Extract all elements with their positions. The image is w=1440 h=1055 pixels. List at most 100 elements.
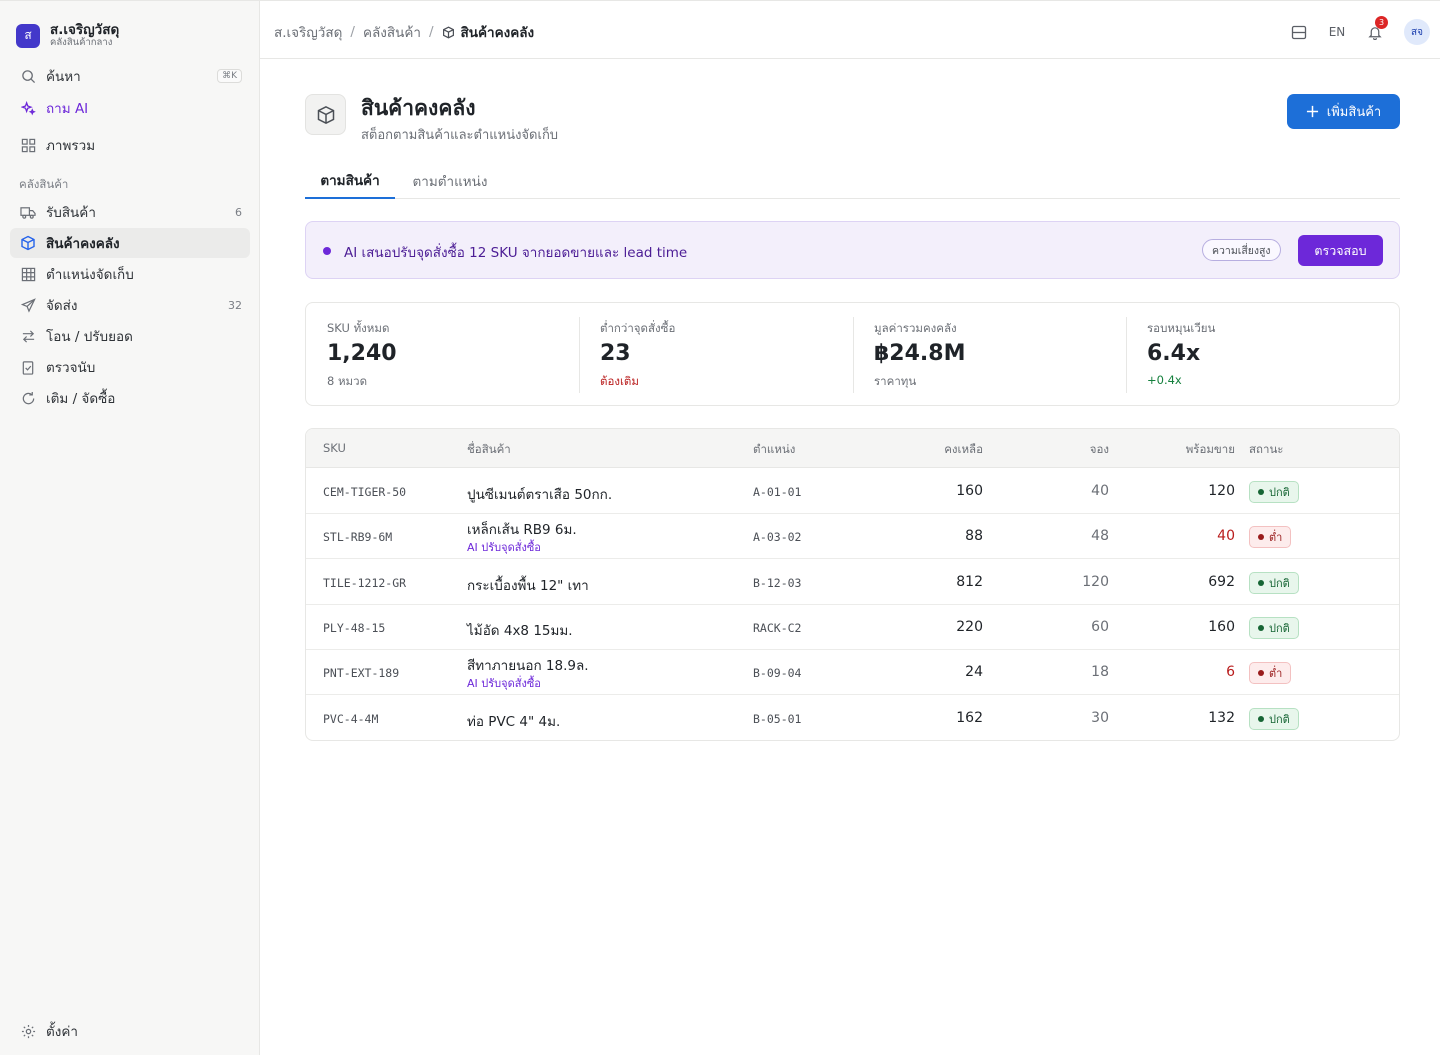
cell-sku: PLY-48-15	[323, 620, 386, 635]
bell-icon	[1368, 26, 1382, 40]
kpi-value: 23	[600, 341, 631, 366]
status-badge: ปกติ	[1249, 571, 1299, 594]
column-header-remaining[interactable]: คงเหลือ	[944, 442, 983, 456]
status-label: ต่ำ	[1269, 531, 1283, 545]
sidebar-item-inventory[interactable]: สินค้าคงคลัง	[10, 228, 250, 258]
clipboard-check-icon	[19, 358, 37, 376]
search-icon	[19, 67, 37, 85]
column-header-name[interactable]: ชื่อสินค้า	[467, 442, 511, 456]
page-icon	[305, 94, 346, 135]
sidebar-item-overview[interactable]: ภาพรวม	[10, 130, 250, 160]
avatar[interactable]: สจ	[1404, 19, 1430, 45]
column-header-sku[interactable]: SKU	[323, 441, 346, 455]
status-badge: ปกติ	[1249, 707, 1299, 730]
sidebar-item-count[interactable]: ตรวจนับ	[10, 352, 250, 382]
table-row[interactable]: PNT-EXT-189 สีทาภายนอก 18.9ล. AI ปรับจุดสั…	[306, 650, 1399, 696]
cell-remaining: 162	[956, 709, 983, 726]
cell-sku: TILE-1212-GR	[323, 575, 407, 590]
review-button[interactable]: ตรวจสอบ	[1298, 235, 1383, 266]
cell-ai-note[interactable]: AI ปรับจุดสั่งซื้อ	[467, 677, 541, 691]
status-dot	[1258, 579, 1264, 586]
ai-indicator-dot	[323, 247, 331, 255]
sidebar-item-count: 32	[228, 298, 242, 312]
table-header: SKU ชื่อสินค้า ตำแหน่ง คงเหลือ จอง พร้อม…	[306, 429, 1399, 468]
search-shortcut: ⌘K	[217, 69, 242, 83]
kpi-turnover: รอบหมุนเวียน 6.4x +0.4x	[1126, 303, 1401, 407]
column-header-status[interactable]: สถานะ	[1249, 442, 1284, 456]
breadcrumb-current: สินค้าคงคลัง	[442, 21, 534, 43]
cell-location: A-03-02	[753, 530, 802, 545]
kpi-value: 6.4x	[1147, 341, 1201, 366]
topbar: ส.เจริญวัสดุ / คลังสินค้า / สินค้าคงคลัง…	[260, 0, 1440, 59]
language-toggle[interactable]: EN	[1328, 25, 1346, 39]
kpi-divider	[579, 317, 580, 393]
plus-icon	[1306, 105, 1318, 118]
kpi-total-sku: SKU ทั้งหมด 1,240 8 หมวด	[306, 303, 579, 407]
cell-available: 40	[1217, 528, 1235, 545]
overview-label: ภาพรวม	[46, 138, 96, 154]
table-row[interactable]: PVC-4-4M ท่อ PVC 4" 4ม. B-05-01 162 30 132 ปกต…	[306, 696, 1399, 741]
tab-by-product[interactable]: ตามสินค้า	[305, 162, 395, 199]
cell-location: B-12-03	[753, 575, 802, 590]
notification-button[interactable]: 3	[1360, 16, 1390, 46]
kpi-label: SKU ทั้งหมด	[327, 321, 390, 335]
cell-reserved: 120	[1082, 573, 1109, 590]
kpi-value: ฿24.8M	[874, 341, 966, 366]
table-row[interactable]: CEM-TIGER-50 ปูนซีเมนต์ตราเสือ 50กก. A-01-…	[306, 469, 1399, 514]
column-header-available[interactable]: พร้อมขาย	[1185, 442, 1235, 456]
status-badge: ต่ำ	[1249, 662, 1292, 685]
sidebar: ส ส.เจริญวัสดุ คลังสินค้ากลาง ค้นหา ⌘K ถ…	[0, 0, 260, 1055]
sidebar-item-locations[interactable]: ตำแหน่งจัดเก็บ	[10, 259, 250, 289]
cell-ai-note[interactable]: AI ปรับจุดสั่งซื้อ	[467, 541, 541, 555]
gear-icon	[19, 1022, 37, 1040]
tab-by-location[interactable]: ตามตำแหน่ง	[412, 173, 488, 190]
sidebar-section-label: คลังสินค้า	[19, 177, 69, 191]
table-row[interactable]: TILE-1212-GR กระเบื้องพื้น 12" เทา B-12-03…	[306, 560, 1399, 605]
kpi-note: 8 หมวด	[327, 374, 368, 388]
column-header-location[interactable]: ตำแหน่ง	[753, 442, 796, 456]
status-label: ต่ำ	[1269, 667, 1283, 681]
transfer-icon	[19, 327, 37, 345]
status-badge: ปกติ	[1249, 616, 1299, 639]
cell-remaining: 812	[956, 573, 983, 590]
sidebar-item-receiving[interactable]: รับสินค้า 6	[10, 197, 250, 227]
cell-reserved: 48	[1091, 528, 1109, 545]
sidebar-search[interactable]: ค้นหา ⌘K	[10, 61, 250, 91]
box-icon	[442, 26, 454, 38]
add-product-button[interactable]: เพิ่มสินค้า	[1287, 94, 1400, 129]
status-label: ปกติ	[1269, 576, 1290, 590]
kpi-value: 1,240	[327, 341, 397, 366]
cell-reserved: 60	[1091, 618, 1109, 635]
sidebar-item-shipping[interactable]: จัดส่ง 32	[10, 290, 250, 320]
sidebar-item-transfer[interactable]: โอน / ปรับยอด	[10, 321, 250, 351]
sidebar-item-count: 6	[235, 205, 242, 219]
status-label: ปกติ	[1269, 621, 1290, 635]
status-label: ปกติ	[1269, 712, 1290, 726]
sidebar-item-label: เติม / จัดซื้อ	[46, 391, 116, 407]
notification-badge: 3	[1375, 16, 1388, 29]
sidebar-item-label: ตำแหน่งจัดเก็บ	[46, 267, 134, 283]
settings-label: ตั้งค่า	[46, 1024, 78, 1040]
sidebar-item-replenish[interactable]: เติม / จัดซื้อ	[10, 383, 250, 413]
sidebar-item-label: จัดส่ง	[46, 298, 78, 314]
breadcrumb-item[interactable]: ส.เจริญวัสดุ	[274, 25, 343, 41]
table-row[interactable]: STL-RB9-6M เหล็กเส้น RB9 6ม. AI ปรับจุดสั่…	[306, 514, 1399, 560]
cell-product-name: เหล็กเส้น RB9 6ม.	[467, 522, 577, 539]
cell-reserved: 40	[1091, 483, 1109, 499]
dashboard-icon	[19, 136, 37, 154]
table-row[interactable]: PLY-48-15 ไม้อัด 4x8 15มม. RACK-C2 220 60 160…	[306, 605, 1399, 650]
breadcrumb: ส.เจริญวัสดุ / คลังสินค้า / สินค้าคงคลัง	[274, 21, 534, 43]
sidebar-item-ask-ai[interactable]: ถาม AI	[10, 93, 250, 123]
kpi-label: รอบหมุนเวียน	[1147, 321, 1216, 335]
cell-location: B-05-01	[753, 711, 802, 726]
status-label: ปกติ	[1269, 486, 1290, 499]
layout-toggle-icon[interactable]	[1284, 18, 1314, 46]
column-header-reserved[interactable]: จอง	[1089, 442, 1109, 456]
status-dot	[1258, 715, 1264, 722]
settings-button[interactable]: ตั้งค่า	[19, 1020, 78, 1042]
status-badge: ต่ำ	[1249, 526, 1292, 549]
breadcrumb-item[interactable]: คลังสินค้า	[362, 25, 421, 41]
status-dot	[1258, 670, 1264, 677]
cell-location: RACK-C2	[753, 620, 802, 635]
brand[interactable]: ส ส.เจริญวัสดุ คลังสินค้ากลาง	[16, 23, 119, 48]
